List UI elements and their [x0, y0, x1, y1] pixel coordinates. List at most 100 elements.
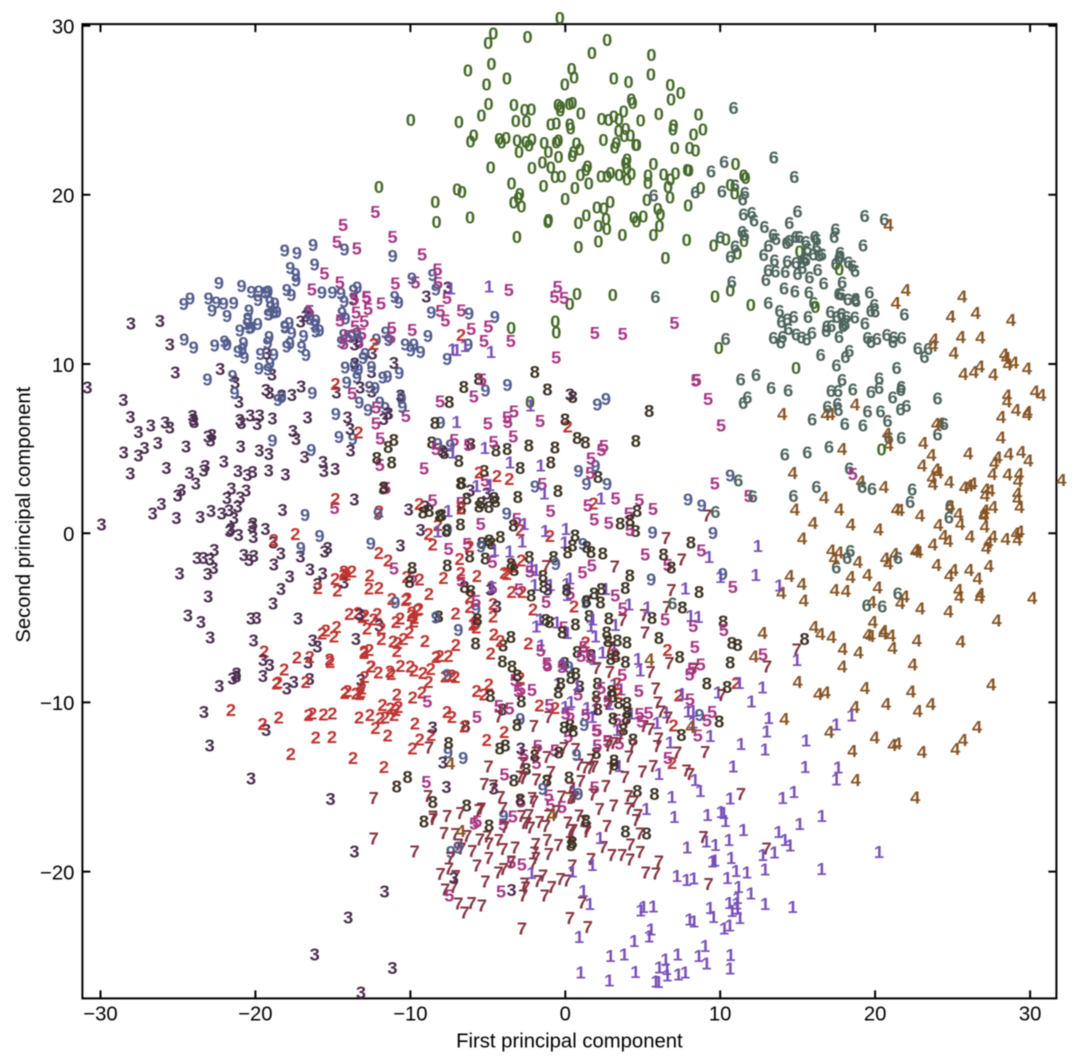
svg-text:4: 4: [821, 683, 831, 703]
svg-text:1: 1: [531, 617, 541, 637]
svg-text:1: 1: [800, 757, 810, 777]
svg-text:2: 2: [395, 609, 405, 629]
svg-text:7: 7: [717, 685, 727, 705]
svg-text:8: 8: [530, 363, 540, 383]
svg-text:8: 8: [591, 687, 601, 707]
svg-text:7: 7: [762, 839, 772, 859]
svg-text:9: 9: [697, 496, 707, 516]
svg-text:8: 8: [714, 712, 724, 732]
svg-text:6: 6: [867, 479, 877, 499]
svg-text:4: 4: [830, 580, 840, 600]
svg-text:1: 1: [485, 475, 495, 495]
svg-text:7: 7: [633, 805, 643, 825]
svg-text:3: 3: [239, 545, 249, 565]
svg-text:1: 1: [661, 703, 671, 723]
svg-text:5: 5: [349, 289, 359, 309]
svg-text:9: 9: [301, 345, 311, 365]
svg-text:8: 8: [539, 577, 549, 597]
svg-text:8: 8: [480, 549, 490, 569]
svg-text:2: 2: [341, 565, 351, 585]
svg-text:8: 8: [455, 515, 465, 535]
svg-text:1: 1: [633, 649, 643, 669]
svg-text:5: 5: [472, 707, 482, 727]
svg-text:0: 0: [494, 129, 504, 149]
svg-text:6: 6: [907, 480, 917, 500]
svg-text:2: 2: [344, 605, 354, 625]
svg-text:8: 8: [686, 533, 696, 553]
svg-text:8: 8: [442, 556, 452, 576]
svg-text:1: 1: [504, 542, 514, 562]
svg-text:6: 6: [776, 313, 786, 333]
svg-text:6: 6: [888, 388, 898, 408]
svg-text:4: 4: [987, 465, 997, 485]
svg-text:0: 0: [739, 231, 749, 251]
svg-text:1: 1: [654, 765, 664, 785]
svg-text:3: 3: [350, 335, 360, 355]
svg-text:0: 0: [550, 167, 560, 187]
svg-text:3: 3: [350, 354, 360, 374]
svg-text:3: 3: [199, 702, 209, 722]
svg-text:2: 2: [438, 568, 448, 588]
svg-text:1: 1: [831, 715, 841, 735]
svg-text:6: 6: [832, 307, 842, 327]
svg-text:2: 2: [523, 634, 533, 654]
svg-text:7: 7: [653, 693, 663, 713]
svg-text:9: 9: [380, 399, 390, 419]
svg-text:6: 6: [649, 186, 659, 206]
svg-text:4: 4: [779, 709, 789, 729]
svg-text:4: 4: [867, 592, 877, 612]
svg-text:0: 0: [609, 107, 619, 127]
svg-text:8: 8: [722, 677, 732, 697]
svg-text:3: 3: [485, 580, 495, 600]
svg-text:1: 1: [751, 565, 761, 585]
svg-text:2: 2: [414, 570, 424, 590]
svg-text:3: 3: [507, 881, 517, 901]
svg-text:1: 1: [690, 770, 700, 790]
svg-text:0: 0: [665, 188, 675, 208]
svg-text:9: 9: [445, 436, 455, 456]
svg-text:8: 8: [725, 653, 735, 673]
svg-text:6: 6: [782, 252, 792, 272]
svg-text:8: 8: [434, 506, 444, 526]
svg-text:6: 6: [730, 237, 740, 257]
svg-text:8: 8: [419, 812, 429, 832]
svg-text:8: 8: [515, 790, 525, 810]
svg-text:8: 8: [622, 633, 632, 653]
svg-text:7: 7: [440, 880, 450, 900]
svg-text:5: 5: [361, 287, 371, 307]
svg-text:6: 6: [822, 317, 832, 337]
svg-text:6: 6: [796, 328, 806, 348]
svg-text:5: 5: [576, 646, 586, 666]
svg-text:8: 8: [581, 811, 591, 831]
svg-text:0: 0: [605, 192, 615, 212]
svg-text:0: 0: [631, 135, 641, 155]
svg-text:0: 0: [614, 121, 624, 141]
svg-text:0: 0: [690, 141, 700, 161]
svg-text:6: 6: [768, 329, 778, 349]
svg-text:8: 8: [612, 631, 622, 651]
svg-text:3: 3: [203, 427, 213, 447]
svg-text:4: 4: [944, 473, 954, 493]
svg-text:0: 0: [546, 115, 556, 135]
svg-text:1: 1: [535, 456, 545, 476]
svg-text:1: 1: [552, 613, 562, 633]
svg-text:5: 5: [307, 280, 317, 300]
svg-text:2: 2: [279, 660, 289, 680]
svg-text:4: 4: [824, 723, 834, 743]
svg-text:9: 9: [442, 665, 452, 685]
svg-text:4: 4: [873, 520, 883, 540]
svg-text:4: 4: [834, 500, 844, 520]
svg-text:8: 8: [495, 739, 505, 759]
svg-text:5: 5: [477, 370, 487, 390]
svg-text:5: 5: [419, 459, 429, 479]
svg-text:6: 6: [814, 246, 824, 266]
svg-text:2: 2: [504, 469, 514, 489]
svg-text:3: 3: [264, 445, 274, 465]
svg-text:1: 1: [447, 340, 457, 360]
svg-text:7: 7: [603, 694, 613, 714]
svg-text:9: 9: [601, 389, 611, 409]
svg-text:4: 4: [992, 611, 1002, 631]
svg-text:4: 4: [969, 362, 979, 382]
svg-text:4: 4: [988, 527, 998, 547]
svg-text:0: 0: [626, 164, 636, 184]
